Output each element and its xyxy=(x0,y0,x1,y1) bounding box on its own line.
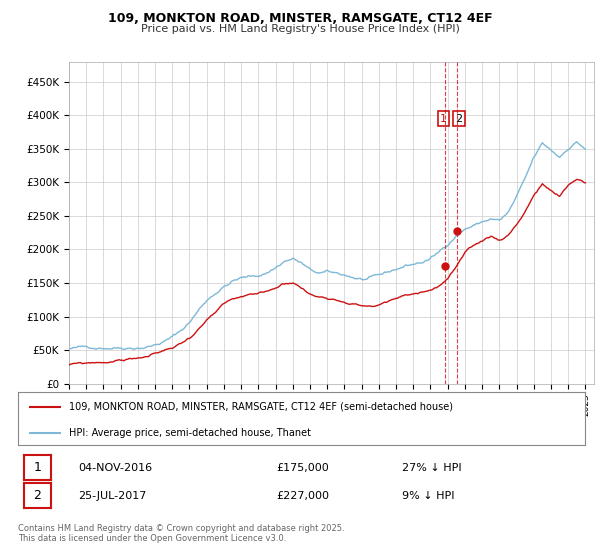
Text: Contains HM Land Registry data © Crown copyright and database right 2025.
This d: Contains HM Land Registry data © Crown c… xyxy=(18,524,344,543)
Text: HPI: Average price, semi-detached house, Thanet: HPI: Average price, semi-detached house,… xyxy=(69,428,311,438)
Text: Price paid vs. HM Land Registry's House Price Index (HPI): Price paid vs. HM Land Registry's House … xyxy=(140,24,460,34)
Text: £227,000: £227,000 xyxy=(276,491,329,501)
Text: 2: 2 xyxy=(455,114,463,124)
Text: 27% ↓ HPI: 27% ↓ HPI xyxy=(402,463,461,473)
Text: 9% ↓ HPI: 9% ↓ HPI xyxy=(402,491,455,501)
Text: 25-JUL-2017: 25-JUL-2017 xyxy=(78,491,146,501)
Text: 109, MONKTON ROAD, MINSTER, RAMSGATE, CT12 4EF: 109, MONKTON ROAD, MINSTER, RAMSGATE, CT… xyxy=(107,12,493,25)
Text: 109, MONKTON ROAD, MINSTER, RAMSGATE, CT12 4EF (semi-detached house): 109, MONKTON ROAD, MINSTER, RAMSGATE, CT… xyxy=(69,402,453,412)
Text: 2: 2 xyxy=(34,489,41,502)
Text: 1: 1 xyxy=(34,461,41,474)
Text: 04-NOV-2016: 04-NOV-2016 xyxy=(78,463,152,473)
Text: £175,000: £175,000 xyxy=(276,463,329,473)
Text: 1: 1 xyxy=(440,114,447,124)
